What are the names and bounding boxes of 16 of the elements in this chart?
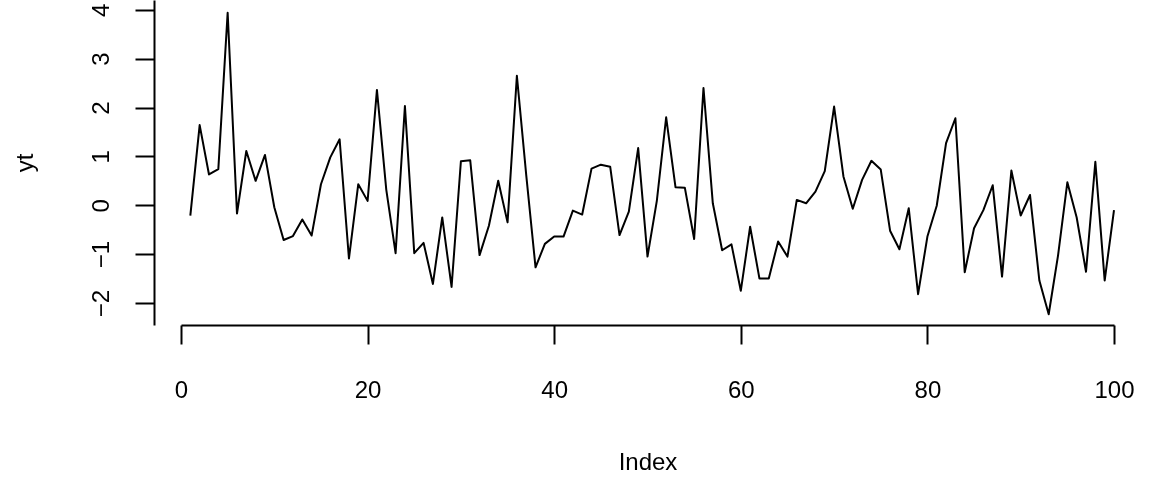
x-tick-label: 80 [914, 375, 942, 403]
y-tick-label: 2 [86, 101, 114, 115]
line-series [189, 11, 1115, 316]
x-tick-label: 0 [174, 375, 189, 403]
x-tick-label: 60 [727, 375, 755, 403]
x-tick-label: 20 [354, 375, 382, 403]
y-tick-label: −1 [86, 240, 114, 269]
y-tick-label: 3 [86, 52, 114, 66]
x-axis-title: Index [618, 447, 678, 475]
y-tick-label: 1 [86, 150, 114, 164]
y-tick-label: 0 [86, 199, 114, 213]
y-axis-title: yt [10, 153, 38, 173]
x-tick-label: 40 [541, 375, 569, 403]
y-tick-label: −2 [86, 289, 114, 318]
x-tick-label: 100 [1094, 375, 1135, 403]
y-tick-label: 4 [86, 3, 114, 17]
